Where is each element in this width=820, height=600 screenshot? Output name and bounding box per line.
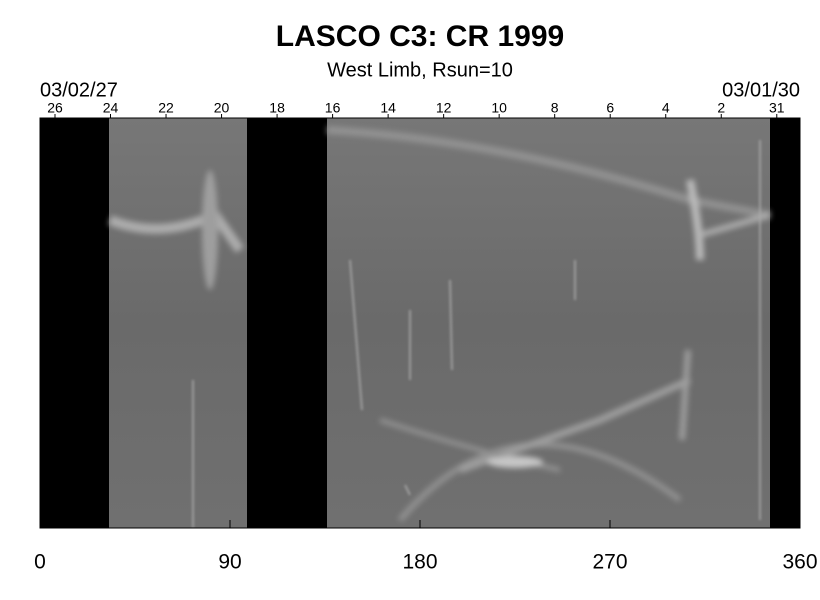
top-tick-label: 20 bbox=[214, 100, 230, 116]
top-tick-label: 12 bbox=[436, 100, 452, 116]
top-tick-label: 22 bbox=[158, 100, 174, 116]
axes: 0 90 180 270 360 26 24 22 20 18 16 14 12 10 8 6 4 2 31 bbox=[34, 100, 817, 574]
chart-subtitle: West Limb, Rsun=10 bbox=[327, 59, 513, 81]
top-tick-label: 10 bbox=[491, 100, 507, 116]
x-tick-label: 180 bbox=[402, 551, 437, 574]
top-tick-label: 24 bbox=[103, 100, 119, 116]
top-tick-label: 4 bbox=[662, 100, 670, 116]
end-date: 03/01/30 bbox=[722, 79, 800, 101]
synoptic-image bbox=[40, 118, 800, 528]
start-date: 03/02/27 bbox=[40, 79, 118, 101]
x-tick-label: 270 bbox=[592, 551, 627, 574]
x-tick-label: 0 bbox=[34, 551, 46, 574]
top-tick-label: 8 bbox=[551, 100, 559, 116]
top-tick-label: 26 bbox=[47, 100, 63, 116]
x-tick-label: 360 bbox=[782, 551, 817, 574]
top-tick-label: 31 bbox=[769, 100, 785, 116]
chart-title: LASCO C3: CR 1999 bbox=[276, 20, 564, 53]
top-tick-label: 2 bbox=[717, 100, 725, 116]
x-tick-label: 90 bbox=[218, 551, 241, 574]
top-tick-label: 16 bbox=[325, 100, 341, 116]
top-tick-label: 6 bbox=[606, 100, 614, 116]
top-tick-label: 18 bbox=[269, 100, 285, 116]
top-tick-label: 14 bbox=[380, 100, 396, 116]
